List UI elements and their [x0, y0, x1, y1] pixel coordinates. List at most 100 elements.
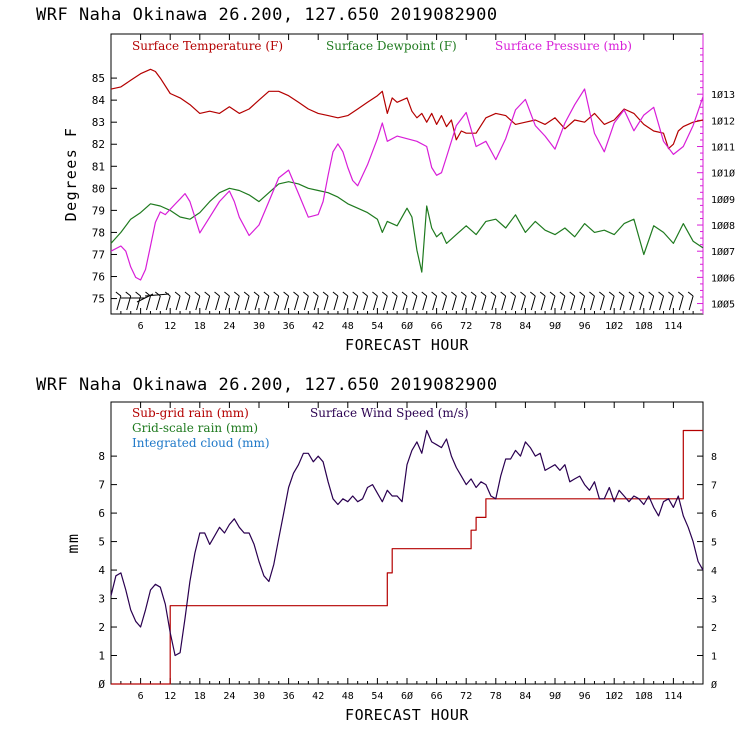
x-tick-label: 36: [283, 691, 295, 702]
surface-dewpoint-line: [110, 181, 704, 273]
wind-barb-flag: [520, 291, 526, 297]
x-tick-label: 96: [579, 321, 591, 332]
wind-barb-flag: [549, 291, 556, 297]
x-tick-label: 84: [519, 321, 531, 332]
wind-barb: [461, 295, 467, 311]
y2-tick-label: 1: [711, 652, 717, 663]
wind-barb-flag: [539, 291, 546, 297]
y-tick-label: 83: [92, 116, 105, 129]
y-tick-label: 77: [92, 248, 105, 261]
wind-barb-flag: [470, 291, 477, 297]
y-tick-label: 7: [98, 479, 105, 492]
top-y-axis-label: Degrees F: [62, 127, 80, 222]
wind-barb-flag: [401, 291, 408, 297]
wind-barb-flag: [618, 291, 625, 297]
wind-barb-flag: [184, 291, 191, 297]
y2-tick-label: 5: [711, 538, 717, 549]
wind-barb-flag: [303, 291, 309, 297]
x-tick-label: 6Ø: [401, 690, 413, 702]
top-plot-frame: [110, 33, 704, 315]
y2-tick-label: 1ØØ7: [711, 246, 735, 258]
legend-grid-scale-rain: Grid-scale rain (mm): [132, 421, 258, 435]
y2-tick-label: 4: [711, 566, 717, 577]
wind-barb: [205, 295, 211, 311]
wind-barb: [274, 295, 280, 311]
y2-tick-label: 2: [711, 623, 717, 634]
wind-barb: [313, 295, 319, 311]
wind-barb-flag: [263, 291, 270, 297]
wind-barb-flag: [460, 291, 467, 297]
wind-barb-flag: [490, 291, 497, 297]
x-tick-label: 24: [223, 691, 235, 702]
y-tick-label: 5: [98, 536, 105, 549]
wind-barb: [402, 295, 408, 311]
y2-tick-label: 3: [711, 595, 717, 606]
wind-barb-flag: [243, 291, 250, 297]
y-tick-label: 8: [98, 450, 105, 463]
x-tick-label: 6: [138, 321, 144, 332]
wind-barb-flag: [510, 291, 516, 297]
x-tick-label: 1Ø8: [635, 320, 653, 332]
top-chart-title: WRF Naha Okinawa 26.200, 127.650 2019082…: [36, 5, 498, 25]
wind-barb-flag: [687, 291, 694, 297]
y2-tick-label: 1Ø1Ø: [711, 168, 735, 180]
wind-barb: [333, 295, 339, 311]
wind-barb: [224, 295, 230, 311]
wind-barb: [649, 295, 655, 311]
wind-barb: [668, 295, 674, 311]
wind-barb-flag: [372, 291, 378, 297]
wind-barb-flag: [135, 291, 141, 297]
bottom-y-axis-label: mm: [64, 532, 82, 553]
wind-barb-flag: [155, 291, 161, 297]
x-tick-label: 72: [460, 691, 472, 702]
wind-barb: [372, 295, 378, 311]
x-tick-label: 12: [164, 691, 176, 702]
x-tick-label: 48: [342, 691, 354, 702]
wind-barb: [392, 295, 398, 311]
x-tick-label: 42: [312, 321, 324, 332]
wind-barb-flag: [529, 291, 536, 297]
wind-barb-flag: [451, 291, 457, 297]
x-tick-label: 30: [253, 321, 265, 332]
wind-barb-flag: [224, 291, 230, 297]
wind-barb-flag: [352, 291, 358, 297]
wind-barb: [589, 295, 595, 311]
wind-barb: [599, 295, 605, 311]
wind-barb-flag: [194, 291, 201, 297]
wind-barb: [550, 295, 556, 311]
wind-barb-flag: [608, 291, 615, 297]
x-tick-label: 114: [664, 321, 682, 332]
bottom-x-axis-label: FORECAST HOUR: [345, 706, 469, 724]
surface-wind-speed-line: [110, 429, 704, 657]
legend-surface-wind-speed: Surface Wind Speed (m/s): [310, 406, 469, 420]
x-tick-label: 72: [460, 321, 472, 332]
wind-barb-flag: [273, 291, 280, 297]
y2-tick-label: 1Ø12: [711, 115, 735, 127]
wind-barb-flag: [500, 291, 506, 297]
wind-barb-flag: [668, 291, 674, 297]
wind-barb-flag: [214, 291, 220, 297]
wind-barb: [481, 295, 487, 311]
x-tick-label: 6Ø: [401, 320, 413, 332]
legend-surface-temperature: Surface Temperature (F): [132, 39, 283, 53]
wind-barb: [471, 295, 477, 311]
wind-barb: [244, 295, 250, 311]
x-tick-label: 1Ø2: [605, 320, 623, 332]
y2-tick-label: 8: [711, 452, 717, 463]
wind-barb: [520, 295, 526, 311]
wind-barb-flag: [342, 291, 349, 297]
x-tick-label: 30: [253, 691, 265, 702]
wind-barb-flag: [431, 291, 437, 297]
wind-barb: [293, 295, 299, 311]
x-tick-label: 9Ø: [549, 690, 561, 702]
wind-barb: [639, 295, 645, 311]
wind-barb-flag: [174, 291, 181, 297]
surface-pressure-line: [110, 88, 704, 281]
wind-barb: [215, 295, 221, 311]
wind-barb: [609, 295, 615, 311]
wind-barb: [363, 295, 369, 311]
wind-barb: [619, 295, 625, 311]
x-tick-label: 78: [490, 321, 502, 332]
legend-surface-pressure: Surface Pressure (mb): [495, 39, 632, 53]
